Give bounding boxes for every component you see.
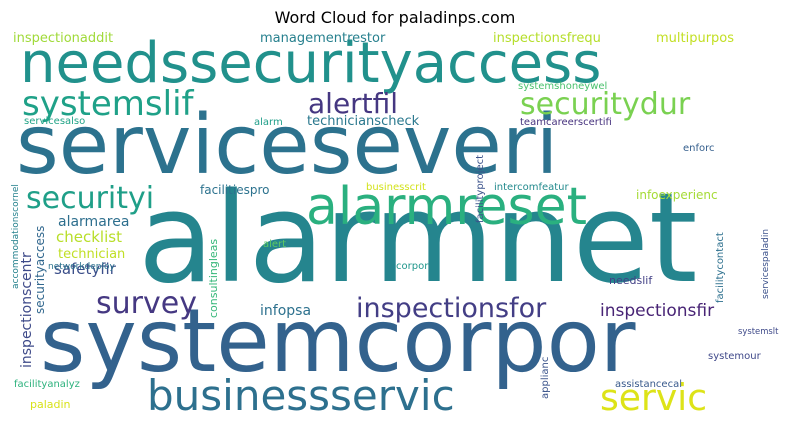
word: applianc [540, 356, 551, 399]
word: paladin [30, 398, 71, 411]
word: servicespaladin [761, 228, 771, 299]
word: systemcorpor [40, 290, 636, 392]
word: teamcareerscertifi [520, 117, 612, 128]
page-title: Word Cloud for paladinps.com [274, 8, 516, 27]
word: consultingleas [207, 238, 220, 318]
word-cloud: needssecurityaccess serviceseveri alarmn… [10, 31, 780, 417]
word: infopsa [260, 303, 312, 319]
word: technician [58, 247, 126, 262]
word: infoexperienc [636, 188, 718, 202]
word: securityaccess [33, 225, 47, 314]
word: facilityanalyz [14, 379, 80, 390]
word: needslif [609, 274, 653, 287]
word: needssecurityaccess [20, 31, 602, 96]
word: alarmreset [306, 177, 587, 237]
word: inspectionaddit [13, 31, 114, 46]
word: servicesalso [24, 116, 86, 127]
word: inspectionsfir [600, 301, 715, 321]
word: businessservic [147, 371, 455, 417]
word: inspectionscentr [19, 252, 35, 368]
word: alarmnet [138, 167, 698, 311]
word: businesscrit [366, 182, 426, 193]
word: assistancecal [615, 379, 682, 390]
word: securityi [26, 181, 155, 216]
word: networkdeploy [48, 262, 115, 272]
word: survey [96, 286, 197, 321]
word: systemour [708, 351, 761, 362]
word: enforc [683, 143, 715, 154]
word: serviceseveri [16, 98, 559, 193]
word: multipurpos [656, 31, 735, 46]
word: intercomfeatur [494, 182, 569, 193]
word: corpor [396, 261, 429, 272]
word: systemshoneywel [518, 81, 608, 92]
word: managementrestor [260, 31, 386, 46]
word: facilitycontact [715, 232, 726, 303]
word: servic [600, 377, 708, 417]
word: alertfil [308, 87, 399, 120]
word: inspectionsfrequ [493, 31, 601, 46]
word: facilitiespro [200, 183, 270, 197]
word: inspectionsfor [356, 293, 547, 324]
word: checklist [56, 228, 122, 246]
word: securitydur [520, 87, 691, 122]
word: alert [263, 239, 287, 250]
word: systemslt [738, 326, 779, 336]
word: facilityproject [475, 154, 486, 223]
word: technicianscheck [307, 114, 420, 129]
word: safetyfir [54, 260, 116, 278]
word: alarmarea [58, 214, 130, 230]
word: systemslif [22, 84, 194, 124]
word: alarm [254, 117, 283, 128]
